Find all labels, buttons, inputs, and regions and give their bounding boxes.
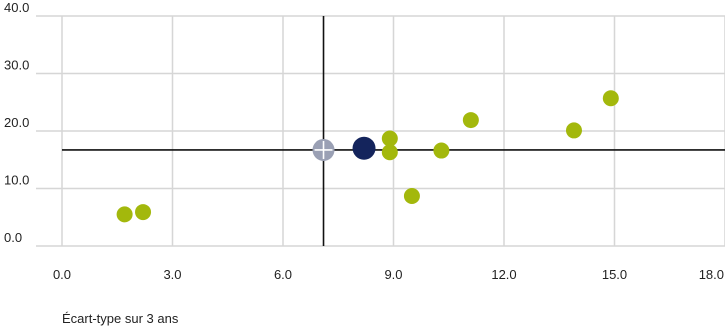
data-point bbox=[135, 204, 152, 221]
data-points bbox=[116, 90, 619, 223]
data-point bbox=[403, 187, 420, 204]
data-point bbox=[381, 130, 398, 147]
y-tick-label: 10.0 bbox=[4, 173, 29, 188]
y-tick-label: 0.0 bbox=[4, 230, 22, 245]
data-point bbox=[381, 144, 398, 161]
data-point bbox=[352, 136, 376, 160]
x-axis-ticks: 0.0 3.0 6.0 9.0 12.0 15.0 18.0 bbox=[53, 267, 724, 282]
x-axis-title: Écart-type sur 3 ans bbox=[62, 311, 179, 326]
x-tick-label: 3.0 bbox=[163, 267, 181, 282]
data-point bbox=[565, 122, 582, 139]
x-tick-label: 15.0 bbox=[602, 267, 627, 282]
y-tick-label: 30.0 bbox=[4, 58, 29, 73]
x-tick-label: 18.0 bbox=[699, 267, 724, 282]
data-point bbox=[602, 90, 619, 107]
data-point bbox=[116, 206, 133, 223]
y-tick-label: 20.0 bbox=[4, 115, 29, 130]
y-tick-label: 40.0 bbox=[4, 0, 29, 15]
grid bbox=[36, 15, 725, 247]
data-point bbox=[462, 112, 479, 129]
data-point bbox=[433, 142, 450, 159]
x-tick-label: 6.0 bbox=[274, 267, 292, 282]
y-axis-ticks: 0.0 10.0 20.0 30.0 40.0 bbox=[4, 0, 29, 245]
x-tick-label: 12.0 bbox=[491, 267, 516, 282]
x-tick-label: 0.0 bbox=[53, 267, 71, 282]
x-tick-label: 9.0 bbox=[384, 267, 402, 282]
